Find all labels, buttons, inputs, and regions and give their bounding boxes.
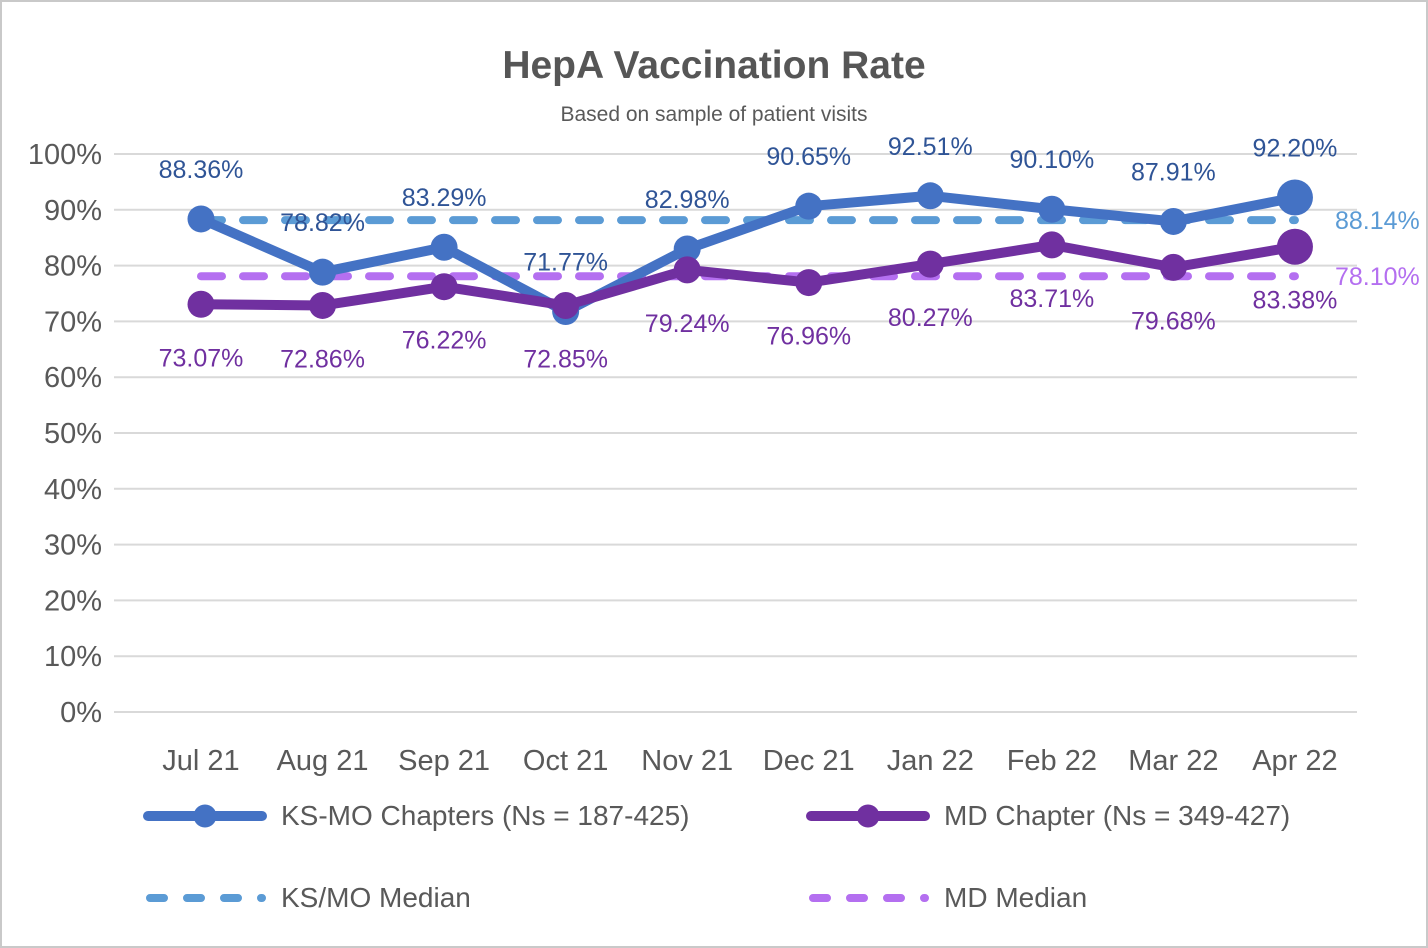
data-point-marker <box>673 256 701 284</box>
data-point-marker <box>916 182 944 210</box>
data-point-marker <box>309 291 337 319</box>
x-axis-tick-label: Apr 22 <box>1252 745 1337 777</box>
legend-label-ks-mo-median: KS/MO Median <box>281 882 471 913</box>
data-label: 76.22% <box>402 327 487 355</box>
data-label: 83.38% <box>1253 287 1338 315</box>
data-label: 72.85% <box>523 345 608 373</box>
x-axis-tick-label: Feb 22 <box>1007 745 1097 777</box>
data-point-marker <box>1038 195 1066 223</box>
chart-title: HepA Vaccination Rate <box>502 44 926 87</box>
y-axis-tick-label: 0% <box>60 697 102 729</box>
data-label: 76.96% <box>766 323 851 351</box>
x-axis-tick-label: Nov 21 <box>641 745 733 777</box>
data-point-marker <box>187 205 215 233</box>
data-label: 73.07% <box>159 344 244 372</box>
legend-line-dashed-blue-icon <box>146 894 266 902</box>
data-label: 90.10% <box>1009 146 1094 174</box>
legend-line-dashed-violet-icon <box>809 894 929 902</box>
y-axis-tick-label: 60% <box>44 362 102 394</box>
median-end-label: 88.14% <box>1335 207 1420 235</box>
x-axis-tick-label: Sep 21 <box>398 745 490 777</box>
data-point-marker <box>1038 231 1066 259</box>
x-axis-tick-label: Aug 21 <box>277 745 369 777</box>
legend-item-ks-mo-chapters: KS-MO Chapters (Ns = 187-425) <box>142 800 690 832</box>
data-point-marker <box>430 273 458 301</box>
data-point-marker <box>916 250 944 278</box>
data-label: 79.24% <box>645 310 730 338</box>
data-label: 72.86% <box>280 345 365 373</box>
data-point-marker <box>673 235 701 263</box>
legend-label-md-median: MD Median <box>944 882 1088 913</box>
y-axis-tick-label: 20% <box>44 585 102 617</box>
data-point-marker <box>309 258 337 286</box>
legend-item-ks-mo-median: KS/MO Median <box>142 882 471 914</box>
y-axis-tick-label: 80% <box>44 251 102 283</box>
data-point-marker <box>1276 228 1313 265</box>
data-label: 78.82% <box>280 209 365 237</box>
y-axis-tick-label: 10% <box>44 641 102 673</box>
data-point-marker <box>1159 253 1187 281</box>
data-label: 92.20% <box>1253 135 1338 163</box>
y-axis-tick-label: 30% <box>44 530 102 562</box>
data-label: 83.29% <box>402 184 487 212</box>
data-label: 92.51% <box>888 133 973 161</box>
data-label: 79.68% <box>1131 307 1216 335</box>
y-axis-tick-label: 40% <box>44 474 102 506</box>
y-axis-tick-label: 70% <box>44 306 102 338</box>
x-axis-tick-label: Mar 22 <box>1128 745 1218 777</box>
data-point-marker <box>187 290 215 318</box>
data-label: 87.91% <box>1131 158 1216 186</box>
series-line <box>196 190 1300 317</box>
data-point-marker <box>552 291 580 319</box>
legend-line-solid-purple-icon <box>806 804 930 828</box>
legend-item-md-chapter: MD Chapter (Ns = 349-427) <box>805 800 1290 832</box>
chart-subtitle: Based on sample of patient visits <box>560 103 868 126</box>
data-label: 90.65% <box>766 143 851 171</box>
plot-area: 0% 10% 20% 30% 40% 50% 60% 70% 80% 90% 100% Jul 21 A… <box>28 133 1420 777</box>
y-axis-tick-label: 50% <box>44 418 102 450</box>
data-label: 82.98% <box>645 186 730 214</box>
data-label: 83.71% <box>1009 285 1094 313</box>
legend-label-md-chapter: MD Chapter (Ns = 349-427) <box>944 800 1291 831</box>
data-point-marker <box>430 233 458 261</box>
x-axis-tick-label: Dec 21 <box>763 745 855 777</box>
median-end-label: 78.10% <box>1335 263 1420 291</box>
data-point-marker <box>795 269 823 297</box>
x-axis-tick-label: Jan 22 <box>887 745 974 777</box>
x-axis-tick-label: Oct 21 <box>523 745 608 777</box>
series-line <box>196 239 1300 311</box>
legend-item-md-median: MD Median <box>805 882 1087 914</box>
data-point-marker <box>795 192 823 220</box>
data-point-marker <box>1276 179 1313 216</box>
y-axis-tick-label: 90% <box>44 195 102 227</box>
x-axis-tick-label: Jul 21 <box>162 745 239 777</box>
data-label: 88.36% <box>159 156 244 184</box>
data-point-marker <box>1159 207 1187 235</box>
data-label: 80.27% <box>888 304 973 332</box>
y-axis-tick-label: 100% <box>28 139 102 171</box>
legend-line-solid-blue-icon <box>143 804 267 828</box>
data-label: 71.77% <box>523 249 608 277</box>
legend-label-ks-mo-chapters: KS-MO Chapters (Ns = 187-425) <box>281 800 690 831</box>
